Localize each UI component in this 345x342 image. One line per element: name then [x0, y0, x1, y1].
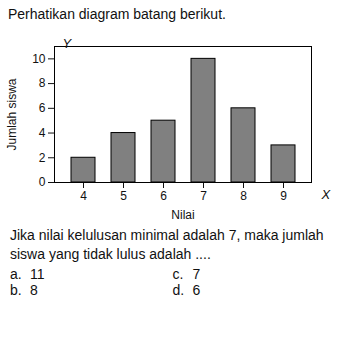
svg-text:2: 2	[39, 151, 46, 165]
svg-text:8: 8	[240, 189, 247, 203]
html-text:d.: d.	[172, 281, 185, 298]
html-text:8: 8	[30, 281, 38, 298]
svg-text:5: 5	[120, 189, 127, 203]
html-text:a.: a.	[10, 265, 22, 282]
svg-text:X: X	[321, 187, 332, 202]
svg-text:9: 9	[280, 189, 287, 203]
svg-text:Y: Y	[63, 36, 73, 51]
svg-text:0: 0	[39, 175, 46, 189]
html-text:7: 7	[192, 265, 201, 282]
html-text:6: 6	[192, 281, 201, 298]
html-text:c.: c.	[172, 265, 184, 282]
svg-text:6: 6	[39, 101, 46, 115]
html-text:11: 11	[30, 265, 45, 282]
html-text:b.: b.	[10, 281, 22, 298]
svg-text:4: 4	[39, 126, 46, 140]
svg-text:Jumlah siswa: Jumlah siswa	[5, 78, 19, 150]
svg-text:Nilai: Nilai	[171, 208, 194, 222]
svg-text:4: 4	[80, 189, 87, 203]
html-text:Perhatikan diagram batang beri: Perhatikan diagram batang berikut.	[8, 6, 226, 22]
svg-text:6: 6	[160, 189, 167, 203]
svg-text:7: 7	[200, 189, 207, 203]
svg-text:10: 10	[32, 52, 46, 66]
html-text:Jika nilai kelulusan minimal a: Jika nilai kelulusan minimal adalah 7, m…	[10, 227, 324, 262]
svg-text:8: 8	[39, 76, 46, 90]
